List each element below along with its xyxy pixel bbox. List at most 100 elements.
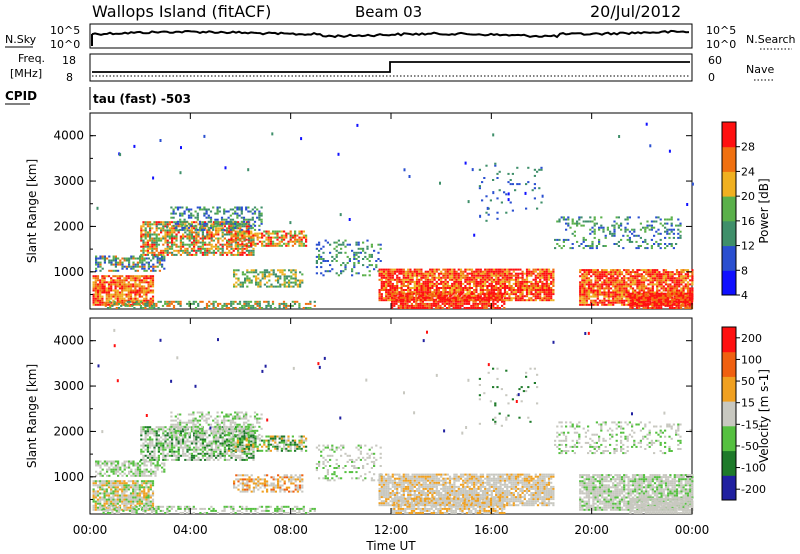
echo-cell	[680, 275, 683, 278]
echo-cell	[132, 255, 135, 258]
echo-cell	[593, 228, 596, 231]
echo-cell	[274, 273, 277, 276]
echo-cell	[402, 274, 405, 277]
echo-cell	[609, 301, 613, 304]
echo-cell	[241, 232, 244, 235]
echo-cell	[107, 508, 111, 511]
echo-cell	[129, 287, 133, 290]
echo-cell	[357, 243, 360, 246]
echo-cell	[385, 287, 388, 289]
echo-cell	[241, 242, 244, 245]
echo-cell	[162, 251, 165, 254]
scatter-cell	[289, 221, 292, 225]
echo-cell	[585, 269, 588, 272]
echo-cell	[114, 295, 117, 298]
echo-cell	[543, 293, 546, 296]
echo-cell	[468, 302, 471, 305]
echo-cell	[117, 263, 120, 266]
echo-cell	[245, 232, 248, 235]
echo-cell	[600, 216, 603, 219]
echo-cell	[647, 275, 650, 278]
echo-cell	[265, 238, 268, 241]
echo-cell	[292, 281, 295, 284]
echo-cell	[400, 285, 403, 287]
echo-cell	[340, 270, 343, 273]
scatter-cell	[247, 168, 250, 172]
echo-cell	[393, 292, 396, 295]
echo-cell	[288, 283, 291, 286]
echo-cell	[543, 285, 546, 287]
echo-cell	[107, 287, 111, 290]
echo-cell	[289, 236, 292, 239]
echo-cell	[598, 275, 602, 278]
echo-cell	[223, 233, 226, 236]
echo-cell	[112, 255, 115, 258]
echo-cell	[647, 289, 650, 292]
echo-cell	[116, 500, 119, 503]
echo-cell	[437, 292, 440, 295]
echo-cell	[168, 235, 171, 238]
echo-cell	[451, 287, 454, 289]
echo-cell	[590, 281, 593, 284]
echo-cell	[162, 253, 165, 256]
echo-cell	[448, 272, 452, 275]
echo-cell	[422, 287, 425, 289]
echo-cell	[418, 270, 421, 273]
echo-cell	[492, 179, 495, 181]
echo-cell	[644, 296, 647, 299]
echo-cell	[92, 484, 95, 487]
echo-cell	[114, 261, 117, 264]
echo-cell	[612, 297, 615, 300]
echo-cell	[567, 218, 570, 221]
echo-cell	[620, 289, 624, 292]
echo-cell	[193, 221, 196, 224]
echo-cell	[136, 263, 139, 266]
echo-cell	[230, 247, 233, 250]
echo-cell	[651, 302, 654, 305]
echo-cell	[571, 222, 574, 225]
echo-cell	[114, 293, 117, 296]
echo-cell	[125, 257, 128, 260]
echo-cell	[157, 227, 160, 230]
echo-cell	[272, 271, 275, 274]
echo-cell	[455, 295, 458, 298]
echo-cell	[631, 283, 635, 286]
echo-cell	[151, 251, 154, 254]
echo-cell	[424, 282, 427, 285]
echo-cell	[404, 289, 408, 291]
echo-cell	[192, 300, 195, 303]
echo-cell	[188, 239, 191, 242]
echo-cell	[686, 307, 689, 309]
echo-cell	[221, 231, 224, 234]
echo-cell	[455, 289, 458, 291]
echo-cell	[543, 297, 546, 300]
echo-cell	[651, 271, 654, 274]
echo-cell	[92, 508, 95, 511]
echo-cell	[607, 293, 610, 296]
echo-cell	[380, 272, 383, 275]
echo-cell	[140, 249, 143, 252]
echo-cell	[644, 230, 647, 233]
colorbar-tick-label: 28	[741, 141, 755, 154]
echo-cell	[550, 295, 553, 298]
echo-cell	[437, 278, 441, 281]
echo-cell	[173, 227, 176, 230]
echo-cell	[123, 279, 126, 282]
echo-cell	[389, 293, 392, 296]
echo-cell	[453, 287, 456, 289]
echo-cell	[612, 269, 615, 272]
echo-cell	[431, 280, 434, 283]
echo-cell	[247, 244, 250, 247]
echo-cell	[136, 257, 139, 260]
echo-cell	[590, 289, 593, 292]
echo-cell	[481, 298, 484, 301]
echo-cell	[550, 293, 553, 296]
echo-cell	[612, 275, 615, 278]
echo-cell	[653, 269, 657, 272]
echo-cell	[127, 289, 130, 292]
echo-cell	[646, 307, 650, 309]
echo-cell	[393, 298, 396, 301]
echo-cell	[591, 220, 594, 223]
echo-cell	[190, 247, 193, 250]
echo-cell	[389, 272, 392, 275]
